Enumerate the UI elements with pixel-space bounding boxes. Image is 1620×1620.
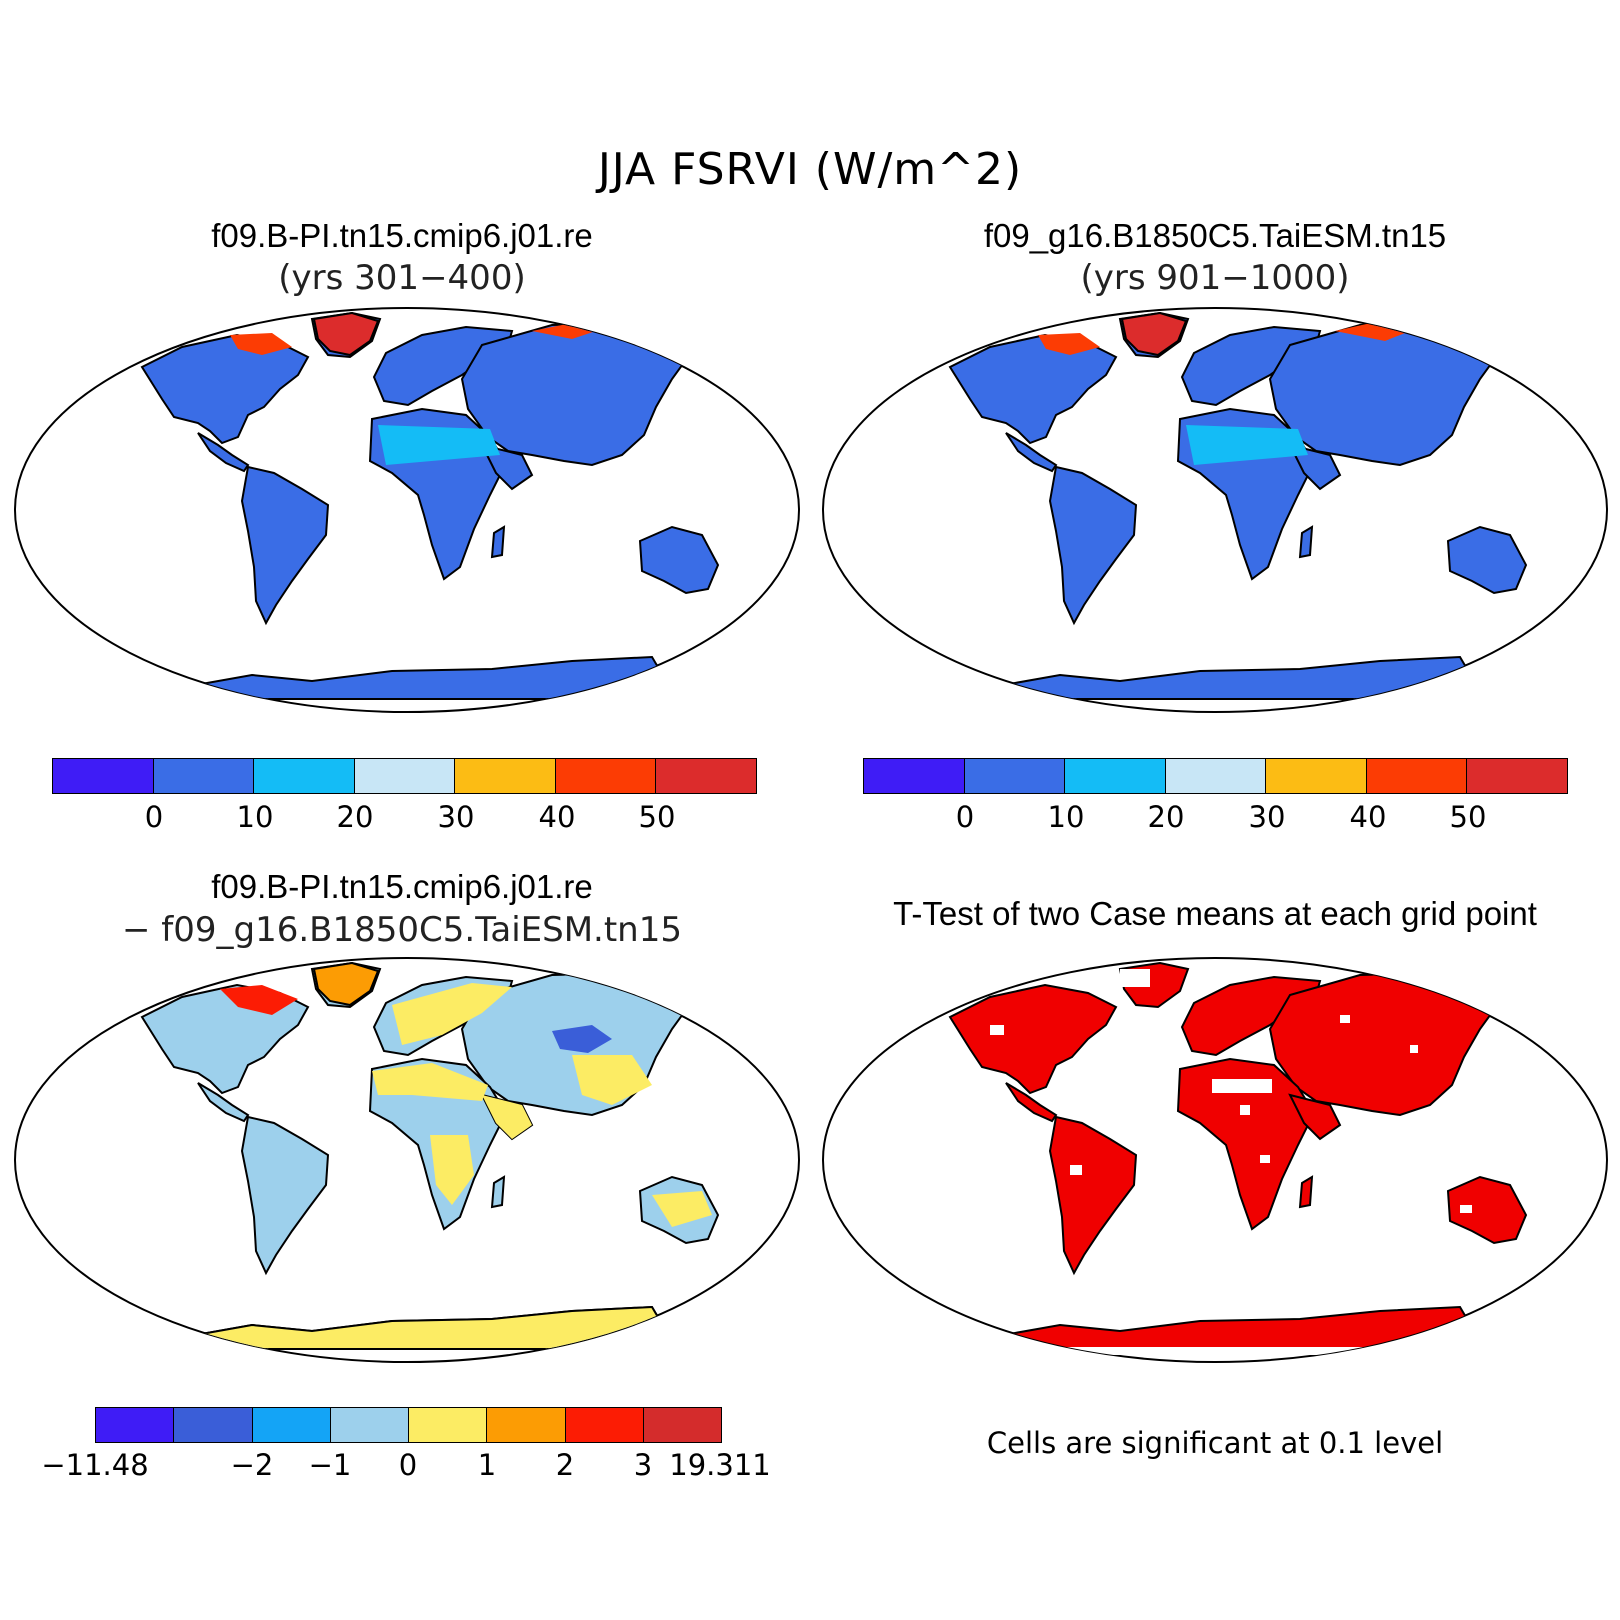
panel-1-colorbar-swatch bbox=[254, 759, 355, 793]
panel-3-colorbar-tick: −1 bbox=[308, 1448, 352, 1482]
panel-3-colorbar-tick: 1 bbox=[477, 1448, 497, 1482]
panel-3-colorbar-tick: 0 bbox=[398, 1448, 418, 1482]
panel-3-colorbar-tick: −11.48 bbox=[41, 1448, 149, 1482]
panel-3-map bbox=[14, 957, 800, 1363]
panel-4-note: Cells are significant at 0.1 level bbox=[986, 1426, 1444, 1460]
panel-3-colorbar-swatch bbox=[96, 1408, 175, 1442]
panel-1-colorbar-swatch bbox=[354, 759, 456, 793]
figure-title: JJA FSRVI (W/m^2) bbox=[597, 144, 1023, 195]
panel-2-arctic-canada-high bbox=[1038, 333, 1100, 355]
panel-3-australia-positive bbox=[652, 1191, 712, 1227]
panel-3-antarctica-positive bbox=[161, 1305, 674, 1350]
panel-3-africa-south-positive bbox=[430, 1135, 474, 1205]
panel-3-colorbar-swatch bbox=[643, 1408, 721, 1442]
panel-2-colorbar-tick: 10 bbox=[1047, 800, 1085, 834]
panel-3-title: f09.B-PI.tn15.cmip6.j01.re bbox=[211, 868, 593, 905]
panel-3-subtitle: − f09_g16.B1850C5.TaiESM.tn15 bbox=[122, 910, 682, 950]
panel-2-map bbox=[822, 307, 1608, 713]
panel-1-colorbar-tick: 40 bbox=[538, 800, 576, 834]
panel-3-colorbar-swatch bbox=[487, 1408, 566, 1442]
panel-3-sahara-positive bbox=[372, 1063, 488, 1101]
panel-4-insignificant-cells bbox=[970, 969, 1472, 1355]
panel-1-arctic-canada-high bbox=[230, 333, 292, 355]
panel-3-tibet-negative bbox=[552, 1025, 612, 1053]
panel-1-subtitle: (yrs 301−400) bbox=[278, 258, 526, 298]
panel-3-colorbar-swatch bbox=[565, 1408, 644, 1442]
panel-1-colorbar-swatch bbox=[53, 759, 154, 793]
panel-2-colorbar bbox=[863, 758, 1568, 794]
panel-1-title: f09.B-PI.tn15.cmip6.j01.re bbox=[211, 217, 593, 254]
panel-3-colorbar-swatch bbox=[409, 1408, 488, 1442]
panel-2-colorbar-tick: 30 bbox=[1248, 800, 1286, 834]
panel-1-colorbar-swatch bbox=[153, 759, 255, 793]
panel-2-colorbar-tick: 20 bbox=[1147, 800, 1185, 834]
panel-3-europe-positive bbox=[392, 983, 512, 1045]
panel-2-colorbar-tick: 50 bbox=[1449, 800, 1487, 834]
panel-3-colorbar-tick: 19.311 bbox=[669, 1448, 771, 1482]
panel-2-colorbar-swatch bbox=[964, 759, 1066, 793]
panel-3-arabia-positive bbox=[482, 1095, 532, 1139]
panel-3-colorbar-swatch bbox=[330, 1408, 409, 1442]
panel-3-colorbar bbox=[95, 1407, 722, 1443]
panel-1-greenland-high bbox=[312, 311, 380, 357]
panel-1-colorbar-tick: 30 bbox=[437, 800, 475, 834]
panel-1-colorbar-swatch bbox=[555, 759, 657, 793]
panel-2-colorbar-swatch bbox=[1065, 759, 1166, 793]
panel-2-greenland-high bbox=[1120, 311, 1188, 357]
panel-2-subtitle: (yrs 901−1000) bbox=[1080, 258, 1350, 298]
panel-1-colorbar-swatch bbox=[455, 759, 556, 793]
panel-4-title: T-Test of two Case means at each grid po… bbox=[893, 895, 1537, 932]
panel-2-title: f09_g16.B1850C5.TaiESM.tn15 bbox=[983, 217, 1447, 254]
panel-3-colorbar-tick: 3 bbox=[633, 1448, 653, 1482]
panel-2-colorbar-swatch bbox=[864, 759, 965, 793]
panel-3-india-positive bbox=[572, 1055, 652, 1105]
panel-1-map bbox=[14, 307, 800, 713]
panel-4-map bbox=[822, 957, 1608, 1363]
panel-3-colorbar-swatch bbox=[174, 1408, 253, 1442]
panel-2-colorbar-tick: 40 bbox=[1349, 800, 1387, 834]
panel-3-colorbar-swatch bbox=[252, 1408, 331, 1442]
panel-1-colorbar-tick: 20 bbox=[336, 800, 374, 834]
panel-1-colorbar bbox=[52, 758, 757, 794]
panel-2-colorbar-swatch bbox=[1266, 759, 1367, 793]
panel-2-colorbar-swatch bbox=[1366, 759, 1468, 793]
panel-3-colorbar-tick: −2 bbox=[230, 1448, 274, 1482]
panel-1-colorbar-tick: 50 bbox=[638, 800, 676, 834]
panel-1-sahara-band bbox=[378, 425, 500, 465]
panel-1-colorbar-tick: 0 bbox=[144, 800, 164, 834]
panel-1-colorbar-swatch bbox=[656, 759, 757, 793]
panel-2-sahara-band bbox=[1186, 425, 1308, 465]
panel-1-colorbar-tick: 10 bbox=[236, 800, 274, 834]
panel-2-colorbar-swatch bbox=[1165, 759, 1267, 793]
panel-3-colorbar-tick: 2 bbox=[555, 1448, 575, 1482]
panel-2-colorbar-swatch bbox=[1467, 759, 1568, 793]
panel-3-greenland-high bbox=[312, 961, 380, 1007]
panel-3-arctic-canada-high bbox=[220, 985, 298, 1015]
panel-2-colorbar-tick: 0 bbox=[955, 800, 975, 834]
